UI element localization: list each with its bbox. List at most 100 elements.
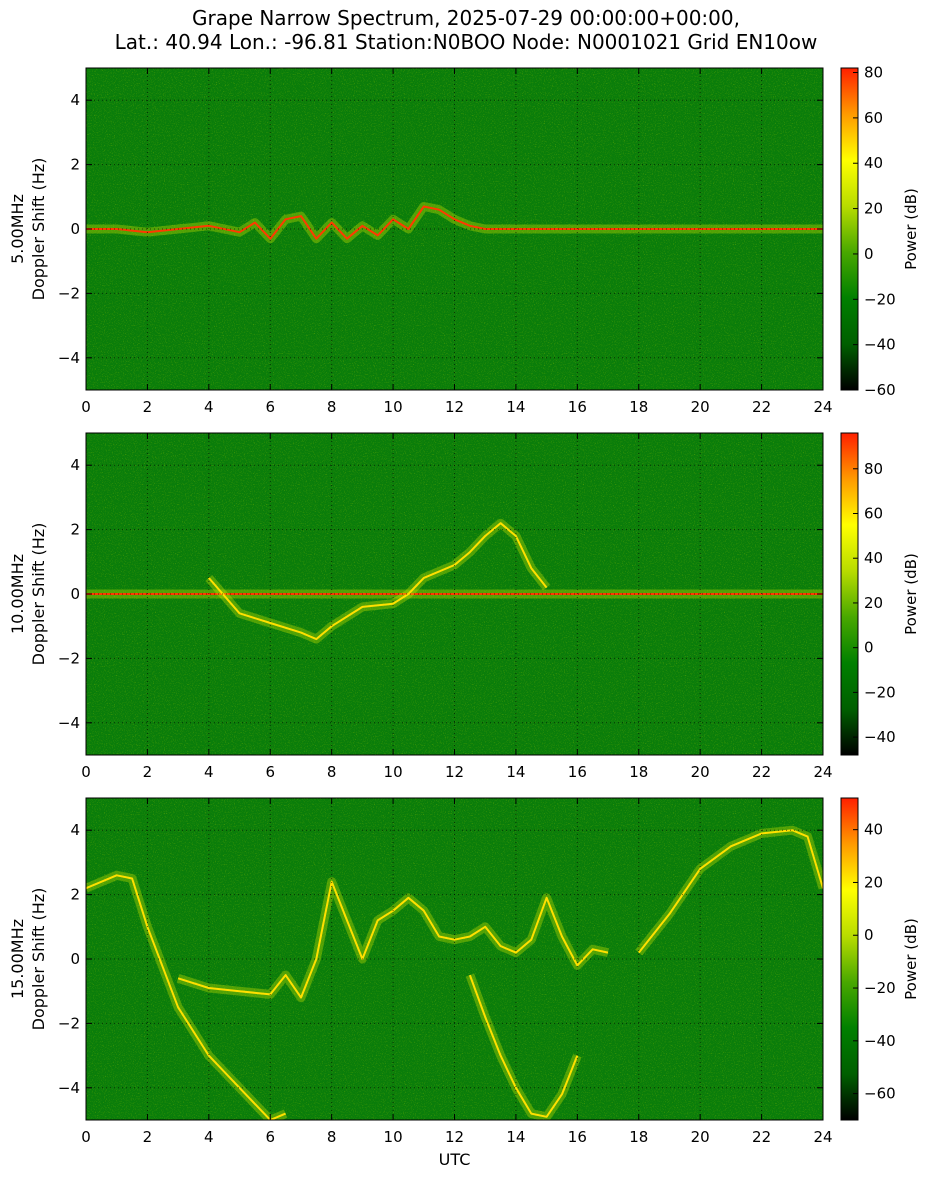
colorbar-tick-label: 60: [864, 109, 883, 127]
y-axis-label-frequency: 15.00MHz: [8, 919, 27, 999]
colorbar-tick-label: 20: [864, 873, 883, 891]
colorbar-label: Power (dB): [902, 188, 920, 270]
y-tick-label: −4: [58, 349, 80, 367]
colorbar-tick-label: −20: [864, 979, 896, 997]
x-tick-label: 16: [568, 1128, 587, 1146]
x-tick-label: 8: [327, 398, 337, 416]
x-tick-label: 6: [265, 1128, 275, 1146]
x-tick-label: 4: [204, 1128, 214, 1146]
x-tick-label: 20: [691, 763, 710, 781]
y-tick-label: −4: [58, 714, 80, 732]
y-tick-label: −2: [58, 284, 80, 302]
trace-1: [177, 880, 609, 999]
x-tick-label: 12: [445, 1128, 464, 1146]
x-tick-label: 12: [445, 398, 464, 416]
y-tick-label: 4: [70, 821, 80, 839]
x-tick-label: 16: [568, 763, 587, 781]
colorbar: [840, 432, 859, 756]
y-tick-label: 0: [70, 950, 80, 968]
x-tick-label: 10: [384, 1128, 403, 1146]
colorbar-tick-label: −20: [864, 290, 896, 308]
colorbar-tick-label: 20: [864, 200, 883, 218]
colorbar: [840, 797, 859, 1121]
x-tick-label: 20: [691, 398, 710, 416]
colorbar-tick-label: 40: [864, 549, 883, 567]
y-tick-label: −2: [58, 1014, 80, 1032]
x-tick-label: 0: [81, 1128, 91, 1146]
colorbar-tick-label: 0: [864, 245, 874, 263]
x-tick-label: 2: [143, 398, 153, 416]
plot-area: [86, 433, 823, 755]
colorbar-label: Power (dB): [902, 553, 920, 635]
x-tick-label: 0: [81, 398, 91, 416]
x-tick-label: 6: [265, 398, 275, 416]
x-tick-label: 14: [506, 763, 525, 781]
x-tick-label: 24: [813, 398, 832, 416]
x-tick-label: 14: [506, 1128, 525, 1146]
y-tick-label: 0: [70, 585, 80, 603]
y-axis-label: Doppler Shift (Hz): [29, 888, 48, 1031]
y-tick-label: 2: [70, 156, 80, 174]
trace-2: [468, 974, 579, 1118]
x-axis-label: UTC: [439, 1150, 471, 1169]
y-tick-label: 0: [70, 220, 80, 238]
x-tick-label: 18: [629, 763, 648, 781]
trace-1: [208, 522, 548, 641]
colorbar-tick-label: −20: [864, 683, 896, 701]
y-tick-label: 4: [70, 91, 80, 109]
trace-3: [638, 829, 823, 954]
colorbar-label: Power (dB): [902, 918, 920, 1000]
y-tick-label: 4: [70, 456, 80, 474]
x-tick-label: 8: [327, 1128, 337, 1146]
x-tick-label: 18: [629, 398, 648, 416]
x-tick-label: 10: [384, 398, 403, 416]
x-tick-label: 4: [204, 398, 214, 416]
y-tick-label: −4: [58, 1079, 80, 1097]
colorbar-tick-label: −40: [864, 336, 896, 354]
x-tick-label: 2: [143, 763, 153, 781]
plot-area: [86, 68, 823, 390]
y-axis-label-frequency: 10.00MHz: [8, 554, 27, 634]
colorbar-tick-label: 40: [864, 821, 883, 839]
y-tick-label: −2: [58, 649, 80, 667]
colorbar: [840, 67, 859, 391]
y-axis-label: Doppler Shift (Hz): [29, 158, 48, 301]
x-tick-label: 10: [384, 763, 403, 781]
plot-area: [86, 798, 823, 1120]
x-tick-label: 16: [568, 398, 587, 416]
y-tick-label: 2: [70, 521, 80, 539]
colorbar-tick-label: −60: [864, 1085, 896, 1103]
x-tick-label: 22: [752, 398, 771, 416]
x-tick-label: 12: [445, 763, 464, 781]
chart-title: Grape Narrow Spectrum, 2025-07-29 00:00:…: [0, 6, 932, 54]
colorbar-tick-label: 0: [864, 926, 874, 944]
x-tick-label: 24: [813, 1128, 832, 1146]
colorbar-tick-label: 20: [864, 594, 883, 612]
x-tick-label: 20: [691, 1128, 710, 1146]
title-line-1: Grape Narrow Spectrum, 2025-07-29 00:00:…: [192, 6, 740, 30]
colorbar-tick-label: 0: [864, 639, 874, 657]
x-tick-label: 0: [81, 763, 91, 781]
title-line-2: Lat.: 40.94 Lon.: -96.81 Station:N0BOO N…: [114, 30, 818, 54]
colorbar-tick-label: 80: [864, 64, 883, 82]
x-tick-label: 22: [752, 1128, 771, 1146]
x-tick-label: 24: [813, 763, 832, 781]
trace-0: [86, 874, 286, 1120]
x-tick-label: 2: [143, 1128, 153, 1146]
x-tick-label: 6: [265, 763, 275, 781]
colorbar-tick-label: −60: [864, 381, 896, 399]
x-tick-label: 8: [327, 763, 337, 781]
y-axis-label: Doppler Shift (Hz): [29, 523, 48, 666]
x-tick-label: 18: [629, 1128, 648, 1146]
colorbar-tick-label: 60: [864, 505, 883, 523]
y-tick-label: 2: [70, 886, 80, 904]
x-tick-label: 14: [506, 398, 525, 416]
colorbar-tick-label: 80: [864, 460, 883, 478]
x-tick-label: 22: [752, 763, 771, 781]
colorbar-tick-label: −40: [864, 1032, 896, 1050]
colorbar-tick-label: −40: [864, 728, 896, 746]
